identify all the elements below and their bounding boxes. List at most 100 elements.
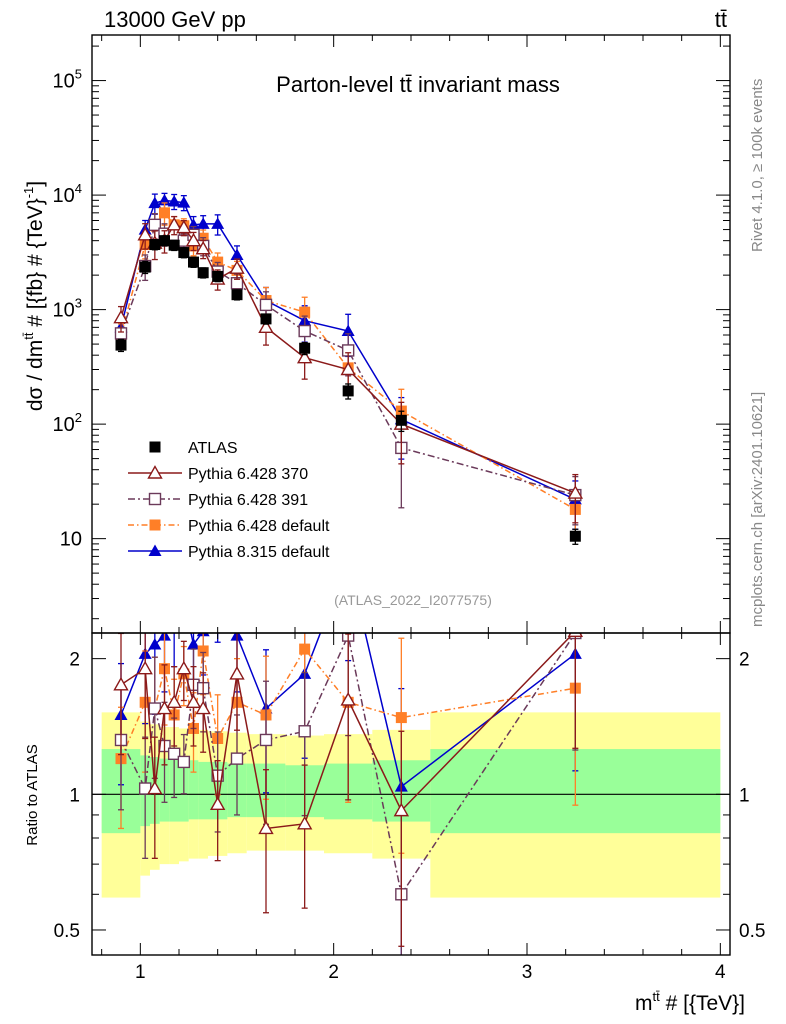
main-point bbox=[159, 235, 170, 247]
ratio-tick-label-right: 0.5 bbox=[739, 921, 765, 942]
ratio-point bbox=[187, 637, 200, 650]
legend-item-3: Pythia 6.428 default bbox=[128, 518, 330, 535]
ratio-point bbox=[113, 676, 129, 691]
main-point bbox=[211, 217, 225, 229]
main-point bbox=[229, 260, 245, 274]
axis-ticks: 1 2 3 4 10 102 103 104 105 0.5 0.5 1 1 2 2 bbox=[53, 35, 765, 983]
ratio-point bbox=[209, 796, 226, 811]
ratio-point bbox=[395, 712, 407, 724]
main-point bbox=[167, 194, 181, 207]
legend-item-0: ATLAS bbox=[149, 440, 238, 457]
x-tick-label: 4 bbox=[715, 962, 726, 983]
legend-label: Pythia 6.428 370 bbox=[188, 466, 308, 483]
y-tick-label: 102 bbox=[53, 410, 82, 436]
ratio-plot-series bbox=[113, 554, 584, 955]
main-point bbox=[178, 247, 190, 259]
legend-label: Pythia 6.428 default bbox=[188, 518, 330, 535]
ratio-point bbox=[342, 554, 355, 566]
main-point bbox=[139, 261, 151, 273]
legend-item-4: Pythia 8.315 default bbox=[128, 544, 330, 561]
main-point bbox=[177, 196, 191, 208]
main-point bbox=[230, 248, 244, 260]
legend-marker bbox=[149, 519, 161, 531]
main-point bbox=[298, 324, 311, 338]
ratio-point bbox=[393, 802, 410, 817]
ratio-line bbox=[120, 633, 576, 788]
ratio-bands bbox=[101, 712, 721, 898]
legend-label: ATLAS bbox=[188, 440, 238, 457]
ratio-point bbox=[147, 780, 163, 795]
main-point bbox=[185, 232, 202, 247]
header-right: tt̄ bbox=[715, 7, 727, 32]
ratio-tick-label-left: 1 bbox=[69, 785, 80, 806]
main-point bbox=[137, 226, 153, 241]
ratio-point bbox=[167, 747, 181, 760]
ratio-y-axis-label: Ratio to ATLAS bbox=[24, 744, 41, 845]
main-point bbox=[231, 289, 243, 301]
ratio-point bbox=[195, 700, 211, 715]
main-plot-series bbox=[113, 192, 584, 545]
ratio-point bbox=[185, 694, 202, 709]
ratio-tick-label-right: 1 bbox=[739, 785, 750, 806]
x-tick-label: 2 bbox=[328, 962, 339, 983]
ratio-point bbox=[197, 645, 209, 657]
ratio-tick-label-left: 2 bbox=[69, 650, 80, 671]
ratio-point bbox=[296, 815, 313, 830]
y-axis-label: dσ / dmtt̄ # [{fb} # {TeV}-1] bbox=[21, 181, 47, 411]
ratio-point bbox=[299, 643, 311, 655]
ratio-tick-label-right: 2 bbox=[739, 650, 750, 671]
main-point bbox=[258, 319, 274, 334]
ratio-point bbox=[211, 579, 224, 591]
ratio-series-pythia-6-428-370 bbox=[113, 633, 584, 947]
legend-marker bbox=[148, 544, 162, 556]
analysis-id: (ATLAS_2022_I2077575) bbox=[334, 592, 492, 608]
x-axis-label: mtt̄ # [{TeV}] bbox=[635, 989, 745, 1015]
main-series-atlas bbox=[115, 235, 581, 545]
main-point bbox=[196, 217, 210, 229]
ratio-point bbox=[230, 752, 244, 765]
main-point bbox=[259, 298, 273, 312]
ratio-tick-label-left: 0.5 bbox=[54, 921, 80, 942]
ratio-point bbox=[177, 755, 191, 769]
main-point bbox=[187, 218, 200, 230]
main-point bbox=[296, 349, 313, 364]
main-point bbox=[341, 324, 355, 337]
main-point bbox=[567, 485, 584, 499]
main-point bbox=[195, 240, 211, 255]
header-left: 13000 GeV pp bbox=[104, 7, 246, 32]
legend-marker bbox=[147, 465, 163, 479]
main-point bbox=[188, 256, 199, 268]
band-green-6 bbox=[188, 760, 199, 820]
main-point bbox=[115, 339, 127, 351]
x-tick-label: 3 bbox=[522, 962, 533, 983]
main-point bbox=[158, 193, 171, 206]
ratio-point bbox=[258, 820, 274, 835]
main-point bbox=[168, 239, 180, 251]
ratio-point bbox=[177, 593, 190, 605]
ratio-point bbox=[176, 660, 192, 675]
rivet-label: Rivet 4.1.0, ≥ 100k events bbox=[749, 79, 766, 252]
main-point bbox=[197, 267, 209, 279]
band-green-7 bbox=[198, 761, 208, 820]
y-tick-label: 10 bbox=[60, 529, 82, 551]
legend-item-2: Pythia 6.428 391 bbox=[128, 492, 308, 509]
y-tick-label: 104 bbox=[53, 181, 82, 207]
ratio-point bbox=[137, 660, 153, 675]
legend-marker bbox=[149, 441, 161, 453]
legend: ATLAS Pythia 6.428 370 Pythia 6.428 391 Pyt… bbox=[128, 440, 330, 561]
legend-label: Pythia 6.428 391 bbox=[188, 492, 308, 509]
mcplots-label: mcplots.cern.ch [arXiv:2401.10621] bbox=[749, 392, 766, 627]
main-point bbox=[260, 313, 272, 325]
main-point bbox=[569, 530, 581, 542]
ratio-point bbox=[567, 633, 584, 637]
main-point bbox=[159, 207, 170, 219]
ratio-point bbox=[168, 616, 181, 628]
main-point bbox=[342, 385, 354, 397]
main-point bbox=[212, 270, 224, 282]
ratio-point bbox=[229, 665, 245, 680]
main-point bbox=[340, 361, 356, 376]
x-tick-label: 1 bbox=[135, 962, 146, 983]
main-point bbox=[299, 306, 311, 318]
y-tick-label: 105 bbox=[53, 67, 82, 93]
